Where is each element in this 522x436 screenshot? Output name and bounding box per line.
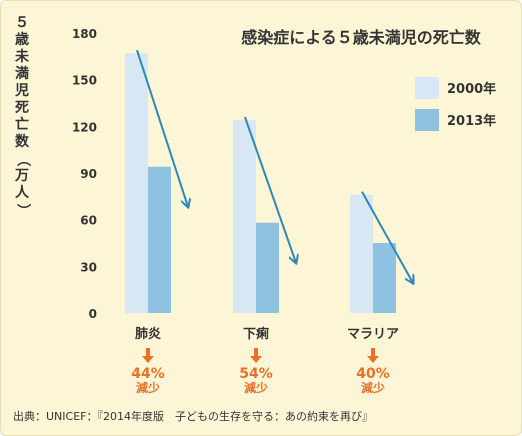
category-label: 肺炎 — [135, 326, 161, 342]
trend-arrow — [361, 191, 413, 283]
category-label: マラリア — [347, 327, 399, 342]
reduction-text: 減少 — [360, 381, 385, 395]
reduction-percent: 54% — [239, 366, 273, 382]
source-note: 出典：UNICEF：『2014年度版 子どもの生存を守る：あの約束を再び』 — [13, 410, 373, 423]
y-tick-label: 60 — [80, 214, 97, 228]
y-tick-label: 0 — [89, 307, 97, 321]
reduction-percent: 40% — [356, 366, 390, 382]
trend-arrow — [136, 49, 188, 207]
y-axis-label: ５ 歳未満児死亡数（万人） — [14, 15, 31, 218]
y-tick-label: 30 — [80, 260, 97, 274]
reduction-text: 減少 — [135, 381, 160, 395]
y-tick-label: 90 — [80, 167, 97, 181]
legend-label: 2013年 — [447, 113, 496, 129]
reduction-text: 減少 — [243, 381, 268, 395]
bar-2000 — [233, 120, 256, 313]
bar-2013 — [148, 166, 171, 313]
y-tick-label: 150 — [72, 74, 97, 88]
reduction-label: 54% 減少 — [226, 367, 286, 395]
trend-arrow — [244, 116, 296, 263]
legend-label: 2000年 — [447, 81, 496, 97]
legend-swatch — [415, 109, 439, 131]
bar-chart: 感染症による５歳未満児の死亡数 0 30 60 90 120 150 180 肺炎 下痢 マラリア 2… — [72, 27, 496, 342]
reduction-label: 40% 減少 — [343, 367, 403, 395]
reduction-label: 44% 減少 — [118, 367, 178, 395]
category-label: 下痢 — [243, 326, 269, 342]
bar-2000 — [350, 194, 373, 313]
legend-swatch — [415, 77, 439, 99]
bar-2000 — [125, 53, 148, 313]
bar-2013 — [256, 222, 279, 313]
chart-title: 感染症による５歳未満児の死亡数 — [241, 28, 482, 47]
reduction-percent: 44% — [131, 366, 165, 382]
y-tick-label: 180 — [72, 27, 97, 41]
y-tick-label: 120 — [72, 120, 97, 134]
bar-2013 — [373, 243, 396, 313]
